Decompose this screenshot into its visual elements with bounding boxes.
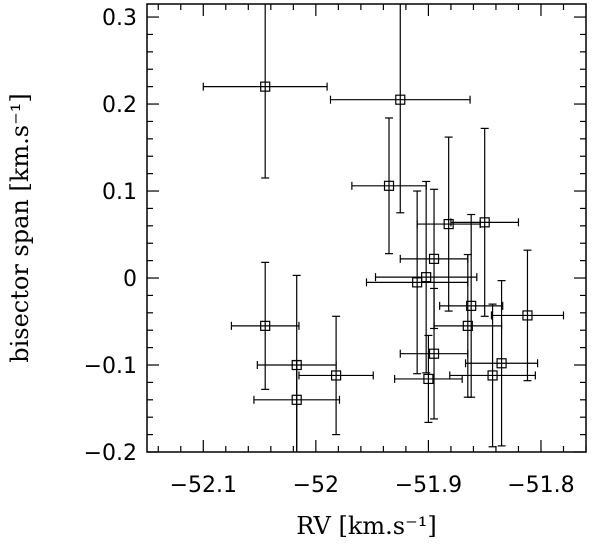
square-marker (522, 310, 533, 321)
data-point (394, 334, 463, 424)
y-tick-label: 0 (123, 267, 137, 292)
y-tick-label: 0.2 (102, 93, 137, 118)
data-point (374, 180, 478, 374)
data-point (365, 190, 469, 375)
data-point (490, 249, 565, 382)
y-tick-label: −0.1 (84, 354, 137, 379)
square-marker (291, 359, 302, 371)
tick-layer: −52.1 −52 −51.9 −51.8 0.3 0.2 0.1 0 −0.1 −0.2 (84, 4, 587, 498)
square-marker (428, 253, 440, 264)
square-marker (496, 358, 507, 369)
y-tick-label: 0.3 (102, 6, 137, 31)
x-axis-label: RV [km.s⁻¹] (296, 512, 436, 540)
y-axis-label: bisector span [km.s⁻¹] (6, 93, 34, 363)
x-tick-label: −52.1 (170, 473, 237, 498)
data-point (450, 127, 520, 317)
square-marker (383, 180, 395, 191)
y-tick-label: −0.2 (84, 441, 137, 466)
square-marker (466, 300, 477, 311)
plot-frame (146, 3, 587, 453)
x-tick-label: −51.9 (395, 473, 462, 498)
square-marker (291, 394, 302, 405)
data-point (253, 360, 341, 452)
square-marker (428, 348, 440, 359)
square-marker (443, 218, 454, 230)
data-point (230, 261, 300, 390)
data-point (351, 117, 427, 255)
y-tick-label: 0.1 (102, 180, 137, 205)
data-point (464, 280, 539, 447)
square-marker (331, 370, 342, 381)
error-bar-layer (202, 4, 565, 452)
data-point (449, 303, 536, 448)
square-marker (260, 320, 271, 331)
x-tick-label: −52 (293, 473, 339, 498)
data-point (399, 287, 469, 420)
square-marker (395, 94, 406, 105)
square-marker (462, 320, 473, 331)
square-marker (487, 370, 498, 381)
marker-layer (260, 81, 533, 405)
square-marker (421, 272, 432, 283)
data-point (298, 315, 374, 436)
square-marker (260, 81, 271, 92)
square-marker (423, 373, 434, 385)
square-marker (412, 277, 423, 288)
square-marker (479, 217, 490, 228)
x-tick-label: −51.8 (507, 473, 574, 498)
data-point (329, 4, 471, 214)
